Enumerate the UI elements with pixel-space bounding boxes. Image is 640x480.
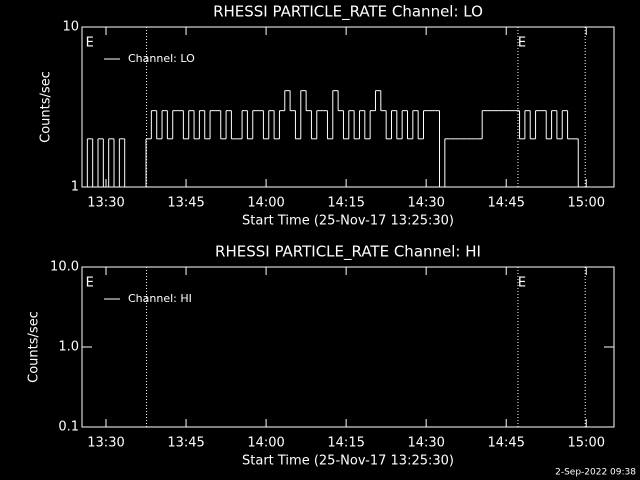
- chart-title: RHESSI PARTICLE_RATE Channel: LO: [213, 3, 483, 22]
- y-tick-label: 0.1: [58, 420, 79, 435]
- x-tick-label: 14:15: [327, 436, 364, 451]
- y-axis-label: Counts/sec: [39, 71, 54, 143]
- event-label: E: [518, 36, 526, 51]
- x-axis-label: Start Time (25-Nov-17 13:25:30): [242, 214, 454, 229]
- plot-frame: [81, 26, 615, 188]
- x-tick-label: 14:45: [487, 436, 524, 451]
- y-tick-label: 10: [62, 20, 79, 35]
- y-tick-label: 10.0: [50, 260, 79, 275]
- x-axis-label: Start Time (25-Nov-17 13:25:30): [242, 454, 454, 469]
- x-tick-label: 14:00: [247, 436, 284, 451]
- plot-frame: [81, 266, 615, 428]
- x-tick-label: 13:45: [167, 196, 204, 211]
- x-tick-label: 14:30: [407, 436, 444, 451]
- event-label: E: [86, 36, 94, 51]
- y-tick-label: 1.0: [58, 340, 79, 355]
- legend-label: Channel: LO: [128, 52, 195, 65]
- event-label: E: [518, 276, 526, 291]
- x-tick-label: 13:45: [167, 436, 204, 451]
- y-axis-label: Counts/sec: [27, 311, 42, 383]
- footer-timestamp: 2-Sep-2022 09:38: [555, 468, 636, 478]
- x-tick-label: 15:00: [568, 196, 605, 211]
- x-tick-label: 14:30: [407, 196, 444, 211]
- event-label: E: [86, 276, 94, 291]
- legend-label: Channel: HI: [128, 292, 192, 305]
- chart-title: RHESSI PARTICLE_RATE Channel: HI: [215, 243, 481, 262]
- x-tick-label: 13:30: [87, 196, 124, 211]
- x-tick-label: 13:30: [87, 436, 124, 451]
- x-tick-label: 15:00: [568, 436, 605, 451]
- x-tick-label: 14:15: [327, 196, 364, 211]
- x-tick-label: 14:45: [487, 196, 524, 211]
- x-tick-label: 14:00: [247, 196, 284, 211]
- y-tick-label: 1: [71, 180, 79, 195]
